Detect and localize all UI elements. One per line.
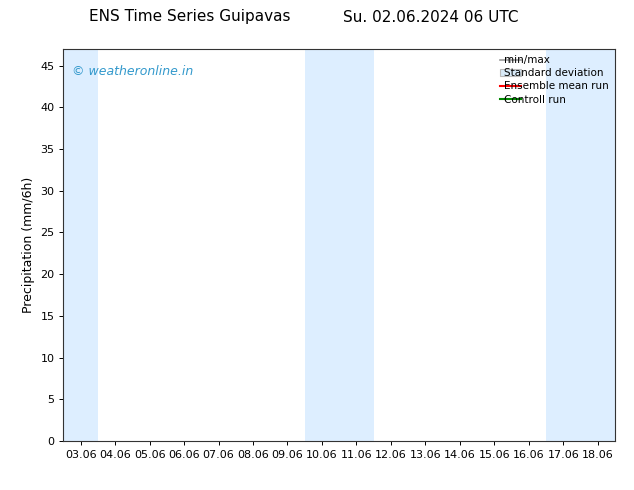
Text: © weatheronline.in: © weatheronline.in	[72, 65, 193, 78]
Text: Su. 02.06.2024 06 UTC: Su. 02.06.2024 06 UTC	[344, 9, 519, 24]
Legend: min/max, Standard deviation, Ensemble mean run, Controll run: min/max, Standard deviation, Ensemble me…	[496, 51, 613, 109]
Bar	[546, 49, 615, 441]
Bar	[305, 49, 373, 441]
Bar	[63, 49, 98, 441]
Y-axis label: Precipitation (mm/6h): Precipitation (mm/6h)	[22, 177, 35, 313]
Text: ENS Time Series Guipavas: ENS Time Series Guipavas	[89, 9, 291, 24]
